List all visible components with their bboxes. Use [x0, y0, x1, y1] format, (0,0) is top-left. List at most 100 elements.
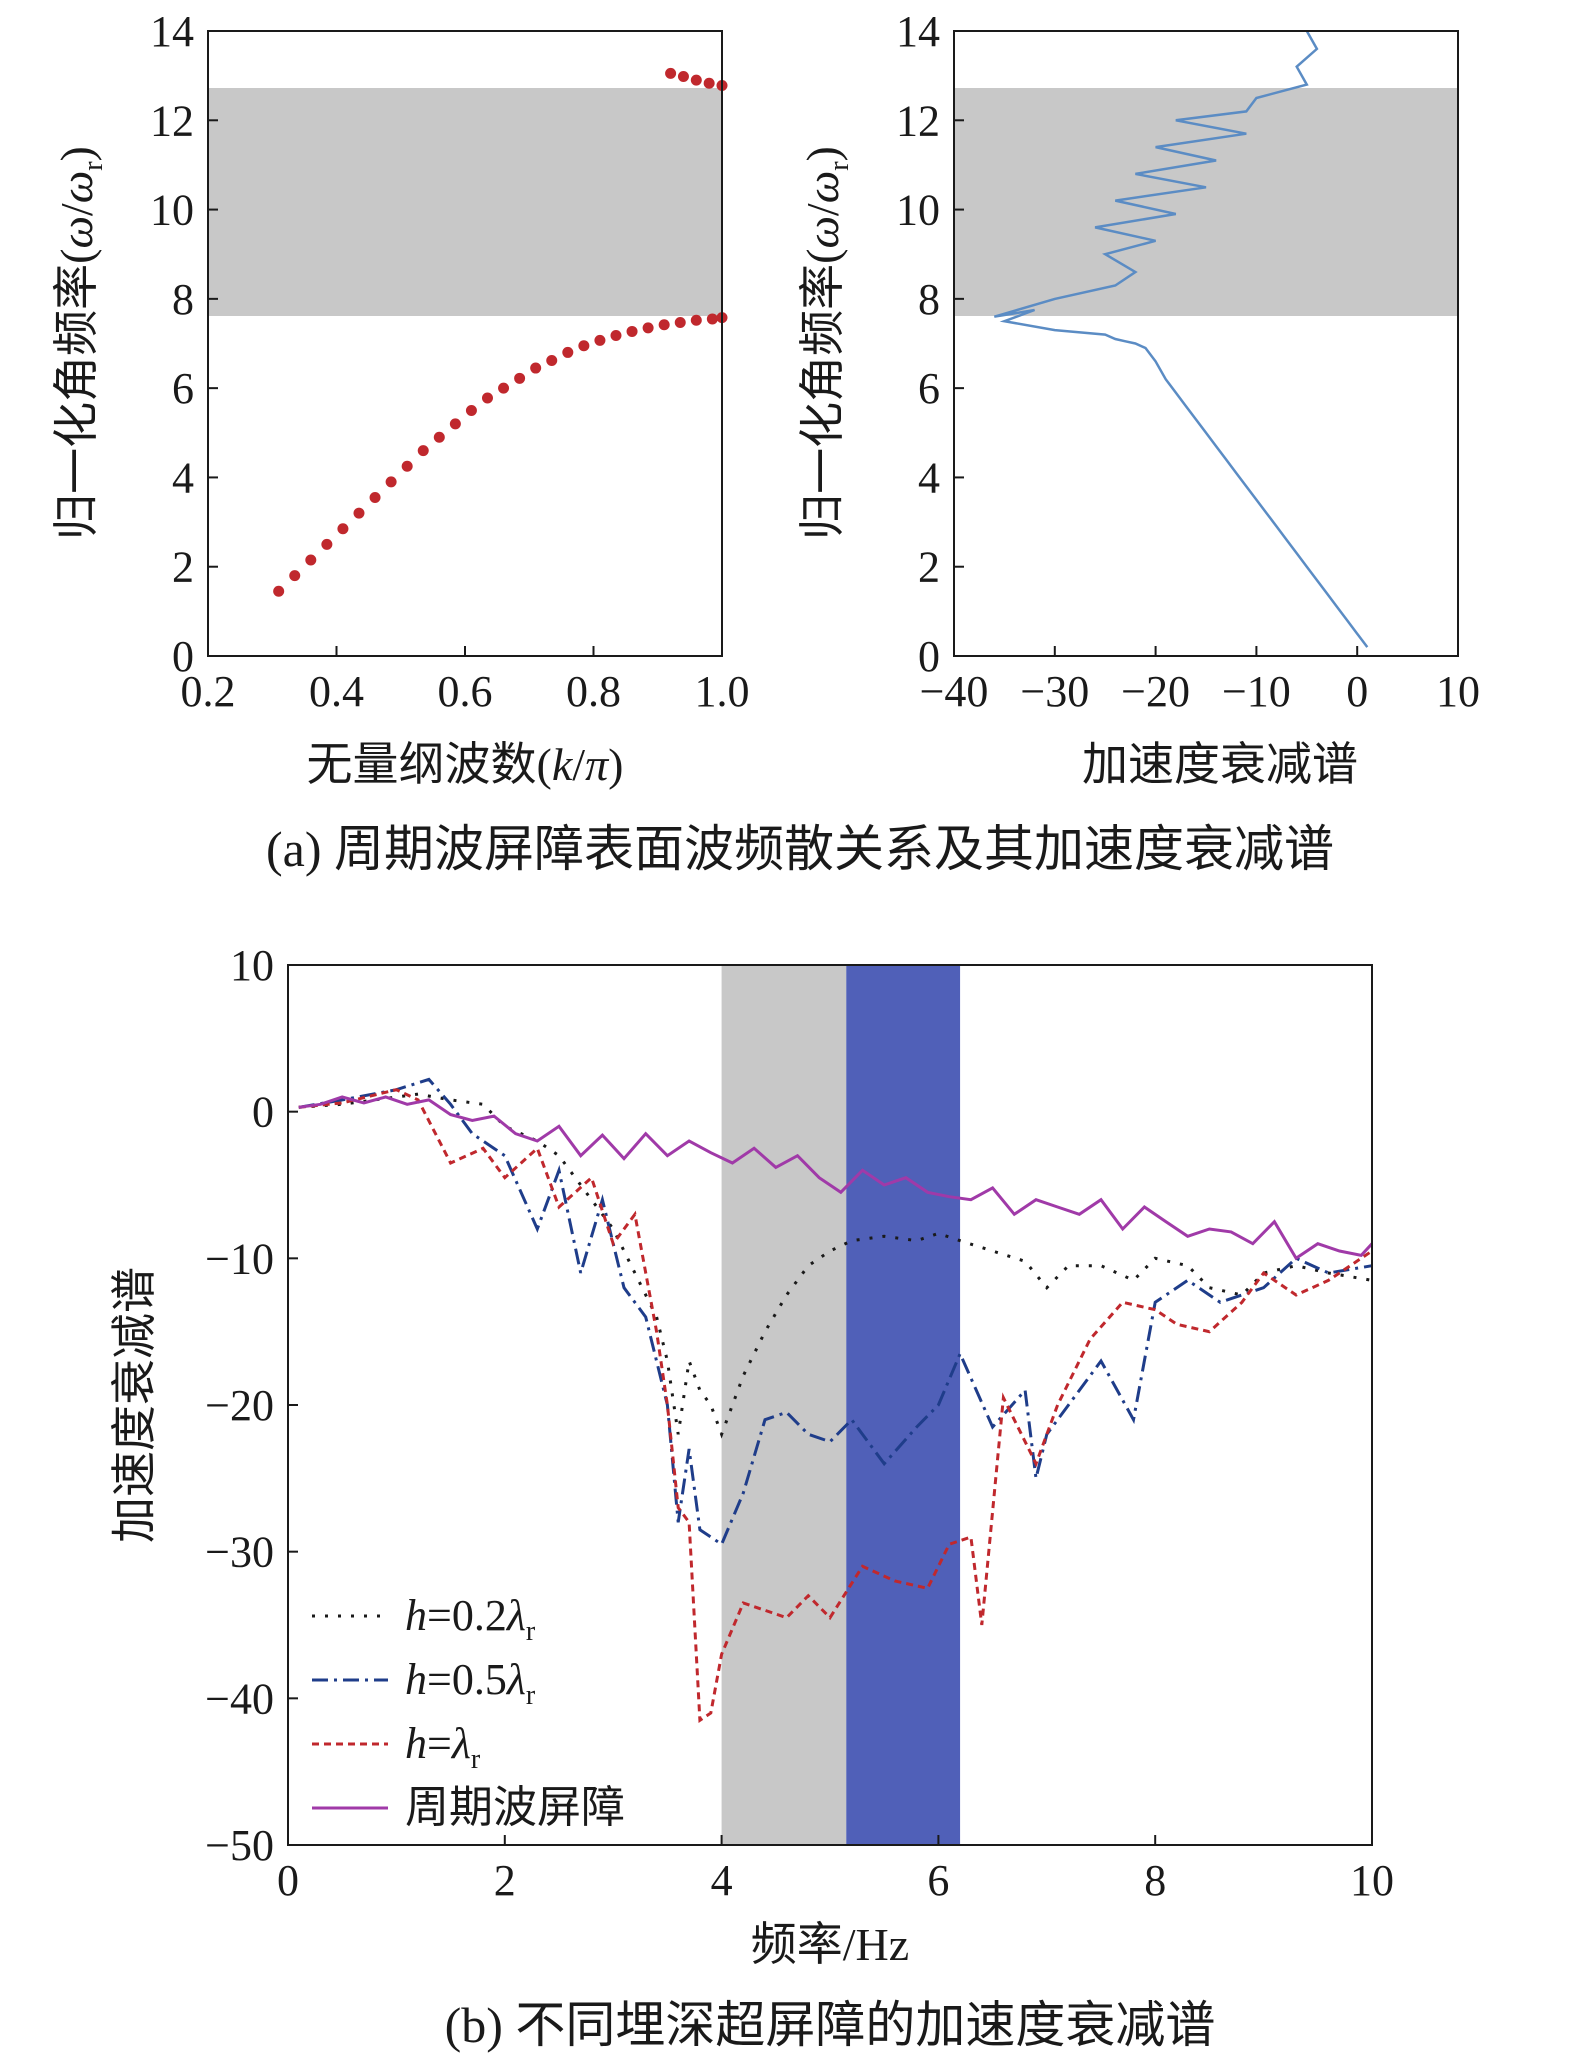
a-right-ytick-label: 0: [918, 632, 940, 681]
b-ytick-label: 0: [252, 1088, 274, 1137]
panel-a-right: −40 −30 −20 −10 0 10 0 2 4 6 8 10 12 14 加速度衰减谱 归一化角频率…: [797, 7, 1480, 790]
dispersion-point: [626, 325, 638, 337]
legend-label-periodic: 周期波屏障: [405, 1783, 625, 1832]
dispersion-point: [401, 460, 413, 472]
band-gap-a-left: [208, 88, 722, 316]
a-left-xtick-label: 0.6: [438, 667, 493, 716]
dispersion-point: [481, 392, 493, 404]
b-xtick-label: 4: [711, 1856, 733, 1905]
x-axis-title-a-right: 加速度衰减谱: [1082, 739, 1358, 790]
x-axis-title-b: 频率/Hz: [751, 1919, 909, 1970]
dispersion-point: [337, 523, 349, 535]
panel-b: 0 2 4 6 8 10 −50 −40 −30 −20 −10 0 10 h=0.2λr h=0.5λ…: [109, 941, 1394, 1970]
a-right-xtick-label: 0: [1346, 667, 1368, 716]
a-left-ytick-label: 0: [172, 632, 194, 681]
caption-a: (a) 周期波屏障表面波频散关系及其加速度衰减谱: [266, 821, 1334, 877]
a-left-xtick-label: 0.8: [566, 667, 621, 716]
a-right-ytick-label: 12: [896, 96, 940, 145]
dispersion-point: [594, 334, 606, 346]
dispersion-point: [562, 346, 574, 358]
y-axis-title-a-right: 归一化角频率(ω/ωr): [797, 146, 855, 540]
dispersion-point: [658, 319, 670, 331]
dispersion-point: [353, 507, 365, 519]
b-ytick-label: −50: [205, 1821, 274, 1870]
dispersion-point: [610, 329, 622, 341]
a-right-ytick-label: 2: [918, 543, 940, 592]
dispersion-point: [385, 476, 397, 488]
dispersion-point: [289, 570, 301, 582]
dispersion-point: [514, 372, 526, 384]
legend-label-h1: h=λr: [405, 1719, 481, 1775]
attenuation-line: [993, 30, 1369, 648]
a-left-ytick-label: 8: [172, 275, 194, 324]
legend-label-h05: h=0.5λr: [405, 1655, 536, 1711]
a-right-ytick-label: 4: [918, 453, 940, 502]
y-axis-title-a-left: 归一化角频率(ω/ωr): [51, 146, 109, 540]
panel-a-left: 0.2 0.4 0.6 0.8 1.0 0 2 4 6 8 10 12 14 无量纲波数(k/π) 归一…: [51, 7, 750, 790]
dispersion-point: [433, 431, 445, 443]
dispersion-point: [665, 67, 677, 79]
b-ytick-label: −10: [205, 1234, 274, 1283]
a-left-ytick-label: 6: [172, 364, 194, 413]
gray-band: [721, 965, 847, 1845]
a-left-xtick-label: 0.2: [181, 667, 236, 716]
attenuation-series: [298, 1077, 1374, 1724]
b-ytick-label: −30: [205, 1528, 274, 1577]
x-axis-title-a-left: 无量纲波数(k/π): [307, 739, 624, 790]
blue-band: [846, 965, 961, 1845]
a-left-ytick-label: 2: [172, 543, 194, 592]
dispersion-point: [273, 585, 285, 597]
a-right-xtick-label: −20: [1121, 667, 1190, 716]
y-axis-title-b: 加速度衰减谱: [109, 1267, 160, 1543]
dispersion-point: [706, 313, 718, 325]
dispersion-point: [417, 445, 429, 457]
dispersion-point: [369, 492, 381, 504]
dispersion-point: [703, 77, 715, 89]
a-right-ytick-label: 10: [896, 186, 940, 235]
dispersion-point: [449, 418, 461, 430]
a-left-xtick-label: 0.4: [309, 667, 364, 716]
a-right-xtick-label: −30: [1020, 667, 1089, 716]
a-left-ytick-label: 10: [150, 186, 194, 235]
dispersion-point: [465, 404, 477, 416]
axis-ticks-a-right: −40 −30 −20 −10 0 10 0 2 4 6 8 10 12 14: [896, 7, 1480, 716]
legend-label-h02: h=0.2λr: [405, 1591, 536, 1647]
a-left-ytick-label: 12: [150, 96, 194, 145]
legend: h=0.2λr h=0.5λr h=λr 周期波屏障: [312, 1591, 625, 1832]
a-right-xtick-label: −40: [920, 667, 989, 716]
a-left-ytick-label: 4: [172, 453, 194, 502]
dispersion-point: [642, 322, 654, 334]
b-xtick-label: 0: [277, 1856, 299, 1905]
plot-frame-a-right: [953, 30, 1459, 657]
a-right-ytick-label: 6: [918, 364, 940, 413]
dispersion-point: [546, 354, 558, 366]
b-ytick-label: −40: [205, 1674, 274, 1723]
b-xtick-label: 6: [927, 1856, 949, 1905]
b-xtick-label: 2: [494, 1856, 516, 1905]
a-right-xtick-label: 10: [1436, 667, 1480, 716]
band-gap-a-right: [954, 88, 1458, 316]
series-h02: [298, 1092, 1373, 1439]
b-xtick-label: 10: [1350, 1856, 1394, 1905]
dispersion-point: [498, 382, 510, 394]
dispersion-point: [305, 554, 317, 566]
dispersion-point: [321, 538, 333, 550]
dispersion-point: [578, 340, 590, 352]
a-left-xtick-label: 1.0: [695, 667, 750, 716]
series-periodic: [298, 1095, 1374, 1261]
dispersion-point: [530, 362, 542, 374]
a-right-ytick-label: 8: [918, 275, 940, 324]
dispersion-point: [677, 71, 689, 83]
b-ytick-label: −20: [205, 1381, 274, 1430]
series-h05: [298, 1077, 1373, 1547]
caption-b: (b) 不同埋深超屏障的加速度衰减谱: [445, 1997, 1216, 2053]
axis-ticks-a-left: 0.2 0.4 0.6 0.8 1.0 0 2 4 6 8 10 12 14: [150, 7, 750, 716]
a-right-ytick-label: 14: [896, 7, 940, 56]
a-right-xtick-label: −10: [1222, 667, 1291, 716]
series-h1: [298, 1088, 1373, 1724]
dispersion-point: [674, 317, 686, 329]
a-left-ytick-label: 14: [150, 7, 194, 56]
b-xtick-label: 8: [1144, 1856, 1166, 1905]
dispersion-point: [690, 314, 702, 326]
